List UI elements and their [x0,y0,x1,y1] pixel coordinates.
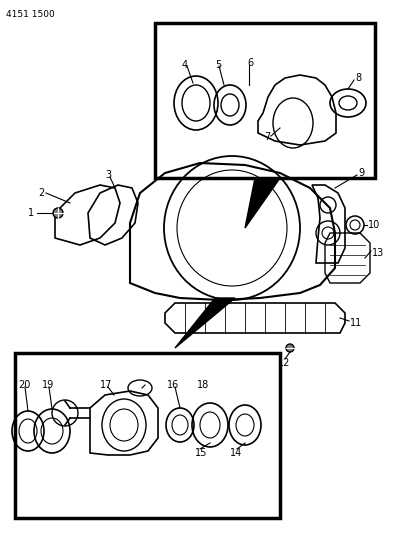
Bar [15,353,280,518]
Text: 3: 3 [105,170,111,180]
Text: 6: 6 [247,58,253,68]
Text: 13: 13 [372,248,384,258]
Polygon shape [175,298,235,348]
Text: 18: 18 [197,380,209,390]
Text: 5: 5 [215,60,221,70]
Polygon shape [245,178,280,228]
Bar [155,23,375,178]
Text: 17: 17 [100,380,112,390]
Text: 10: 10 [368,220,380,230]
Text: 12: 12 [278,358,290,368]
Text: 4151 1500: 4151 1500 [6,10,55,19]
Text: 2: 2 [38,188,44,198]
Text: 9: 9 [358,168,364,178]
Text: 8: 8 [355,73,361,83]
Circle shape [286,344,294,352]
Text: 16: 16 [167,380,179,390]
Text: 1: 1 [28,208,34,218]
Text: 11: 11 [350,318,362,328]
Text: 20: 20 [18,380,30,390]
Text: 15: 15 [195,448,207,458]
Circle shape [53,208,63,218]
Text: 7: 7 [264,132,270,142]
Text: 4: 4 [182,60,188,70]
Text: 14: 14 [230,448,242,458]
Text: 19: 19 [42,380,54,390]
